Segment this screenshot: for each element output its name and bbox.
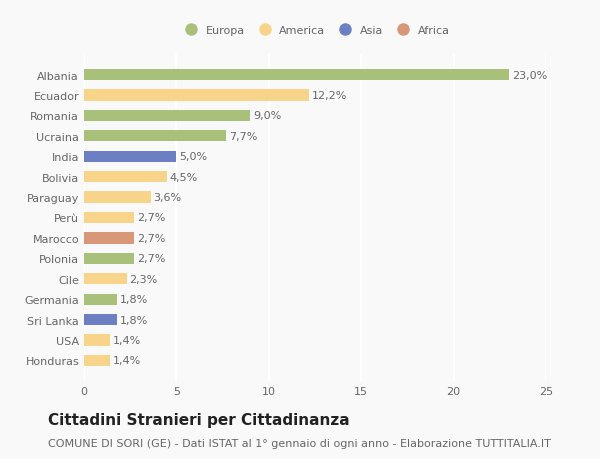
Bar [84,314,117,325]
Legend: Europa, America, Asia, Africa: Europa, America, Asia, Africa [176,22,454,40]
Text: Cittadini Stranieri per Cittadinanza: Cittadini Stranieri per Cittadinanza [48,413,350,428]
Text: 2,3%: 2,3% [129,274,158,284]
Bar [84,172,167,183]
Text: 2,7%: 2,7% [137,254,165,264]
Text: 9,0%: 9,0% [253,111,281,121]
Text: 23,0%: 23,0% [512,71,547,80]
Bar [84,274,127,285]
Text: 2,7%: 2,7% [137,213,165,223]
Text: 1,4%: 1,4% [113,356,141,365]
Bar [84,294,117,305]
Text: 7,7%: 7,7% [229,132,257,141]
Text: COMUNE DI SORI (GE) - Dati ISTAT al 1° gennaio di ogni anno - Elaborazione TUTTI: COMUNE DI SORI (GE) - Dati ISTAT al 1° g… [48,438,551,448]
Bar [84,335,110,346]
Text: 12,2%: 12,2% [312,91,347,101]
Bar [84,70,509,81]
Text: 1,8%: 1,8% [120,315,148,325]
Text: 5,0%: 5,0% [179,152,207,162]
Bar [84,355,110,366]
Bar [84,213,134,224]
Bar [84,131,226,142]
Text: 4,5%: 4,5% [170,172,198,182]
Bar [84,233,134,244]
Bar [84,253,134,264]
Bar [84,192,151,203]
Bar [84,111,250,122]
Bar [84,90,310,101]
Text: 2,7%: 2,7% [137,233,165,243]
Text: 3,6%: 3,6% [154,193,181,203]
Text: 1,4%: 1,4% [113,335,141,345]
Bar [84,151,176,162]
Text: 1,8%: 1,8% [120,295,148,304]
